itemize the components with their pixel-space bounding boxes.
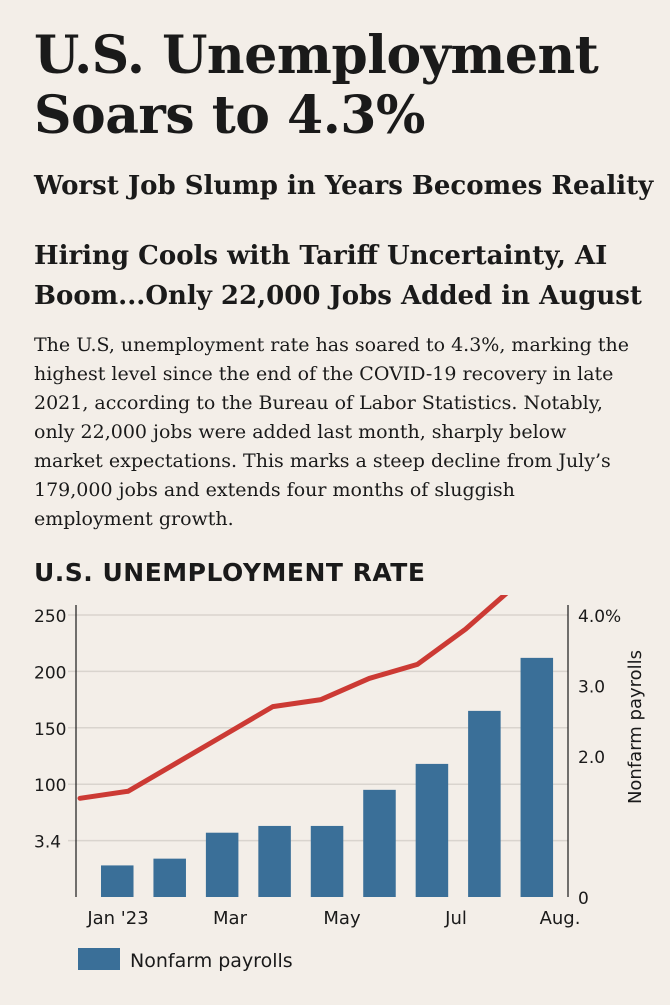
bar — [258, 825, 291, 897]
right-tick-label: 3.0 — [578, 678, 605, 698]
body-line: market expectations. This marks a steep … — [34, 450, 611, 472]
legend-swatch — [78, 948, 120, 970]
unemployment-line — [77, 595, 509, 801]
bar — [205, 832, 239, 897]
left-tick-label: 100 — [34, 776, 66, 796]
left-tick-label: 250 — [34, 607, 66, 627]
article-body: The U.S, unemployment rate has soared to… — [34, 331, 648, 534]
body-line: 179,000 jobs and extends four months of … — [34, 479, 515, 501]
bar — [310, 825, 344, 897]
body-line: highest level since the end of the COVID… — [34, 363, 614, 385]
headline-line-2: Soars to 4.3% — [34, 85, 425, 146]
right-axis-label: Nonfarm payrolls — [625, 650, 646, 804]
axes: 250 200 150 100 3.4 4.0% 3.0 2.0 0 Nonfarm payrol… — [34, 605, 646, 929]
body-line: employment growth. — [34, 508, 234, 530]
x-tick-label: Jan '23 — [86, 908, 148, 929]
deck-line-2: Boom...Only 22,000 Jobs Added in August — [34, 281, 642, 311]
x-tick-label: Mar — [213, 908, 248, 929]
bar — [101, 865, 134, 897]
subheadline: Worst Job Slump in Years Becomes Reality — [34, 171, 654, 201]
deck-line-1: Hiring Cools with Tariff Uncertainty, AI — [34, 241, 608, 271]
headline: U.S. Unemployment Soars to 4.3% — [34, 26, 664, 146]
right-tick-label: 0 — [578, 889, 589, 909]
chart-title: U.S. UNEMPLOYMENT RATE — [34, 558, 426, 587]
x-tick-label: Jul — [444, 908, 467, 929]
legend: Nonfarm payrolls — [78, 948, 293, 972]
left-tick-label: 200 — [34, 663, 66, 683]
line-series — [77, 595, 509, 801]
bar — [468, 710, 501, 897]
bar — [415, 763, 449, 897]
body-line: only 22,000 jobs were added last month, … — [34, 421, 567, 443]
bar-series — [101, 657, 554, 897]
left-tick-label: 150 — [34, 720, 66, 740]
body-line: 2021, according to the Bureau of Labor S… — [34, 392, 603, 414]
body-line: The U.S, unemployment rate has soared to… — [34, 334, 630, 356]
x-tick-label: May — [323, 908, 361, 929]
headline-line-1: U.S. Unemployment — [34, 25, 599, 86]
bar — [153, 858, 186, 897]
unemployment-chart: 250 200 150 100 3.4 4.0% 3.0 2.0 0 Nonfarm payrol… — [34, 595, 646, 972]
right-tick-label: 2.0 — [578, 748, 605, 768]
left-tick-label: 3.4 — [34, 833, 61, 853]
bar — [520, 657, 554, 897]
bar — [363, 789, 396, 897]
x-tick-label: Aug. — [540, 908, 581, 929]
right-tick-label: 4.0% — [578, 607, 621, 627]
legend-label: Nonfarm payrolls — [130, 950, 293, 972]
deck: Hiring Cools with Tariff Uncertainty, AI… — [34, 236, 654, 316]
